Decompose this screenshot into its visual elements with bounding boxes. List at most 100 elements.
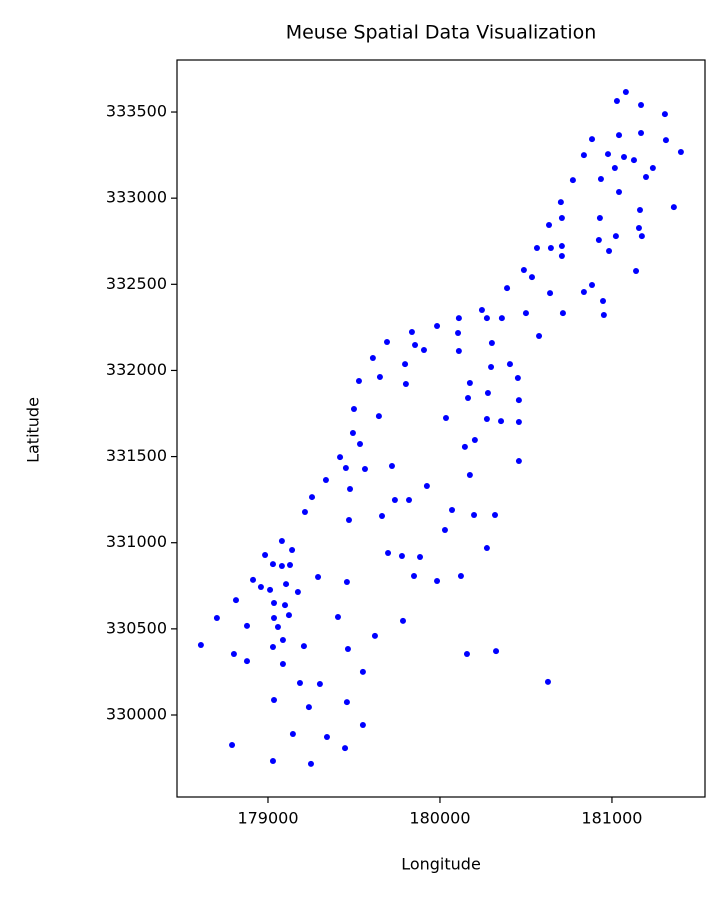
point [355,377,362,384]
point [506,361,513,368]
point [630,157,637,164]
point [243,658,250,665]
point [483,416,490,423]
point [383,339,390,346]
point [307,760,314,767]
point [369,355,376,362]
point [580,289,587,296]
point [559,310,566,317]
point [269,643,276,650]
point [635,224,642,231]
point [296,679,303,686]
point [471,437,478,444]
point [315,574,322,581]
point [455,347,462,354]
point [250,576,257,583]
point [533,244,540,251]
y-axis-label: Latitude [24,397,43,463]
point [649,165,656,172]
point [544,678,551,685]
point [213,615,220,622]
point [279,637,286,644]
point [580,152,587,159]
point [285,612,292,619]
y-tick-label: 333500 [106,102,167,121]
point [589,136,596,143]
point [345,516,352,523]
point [294,588,301,595]
point [483,545,490,552]
point [613,98,620,105]
point [343,578,350,585]
y-tick-label: 332500 [106,274,167,293]
point [536,332,543,339]
point [597,176,604,183]
y-tick-label: 330000 [106,704,167,723]
point [417,554,424,561]
point [257,583,264,590]
point [420,346,427,353]
point [449,506,456,513]
point [230,651,237,658]
point [600,311,607,318]
point [606,248,613,255]
x-tick-label: 179000 [237,809,298,828]
point [305,704,312,711]
point [633,268,640,275]
point [498,418,505,425]
point [558,243,565,250]
point [434,577,441,584]
point [349,429,356,436]
point [484,390,491,397]
point [399,617,406,624]
plot-frame [176,59,706,798]
point [343,699,350,706]
point [492,511,499,518]
point [589,281,596,288]
point [278,562,285,569]
x-axis-label: Longitude [401,855,481,874]
point [504,285,511,292]
point [309,494,316,501]
point [278,537,285,544]
point [522,310,529,317]
point [612,233,619,240]
point [286,561,293,568]
point [643,173,650,180]
point [371,632,378,639]
point [289,546,296,553]
point [463,651,470,658]
point [558,253,565,260]
point [636,207,643,214]
point [455,315,462,322]
point [515,418,522,425]
point [466,380,473,387]
point [274,623,281,630]
point [269,757,276,764]
point [289,730,296,737]
point [515,397,522,404]
point [301,509,308,516]
point [375,413,382,420]
point [410,572,417,579]
point [677,148,684,155]
point [243,622,250,629]
point [528,274,535,281]
point [359,721,366,728]
point [557,199,564,206]
point [638,101,645,108]
point [662,137,669,144]
x-tick-label: 181000 [581,809,642,828]
y-tick-label: 331500 [106,446,167,465]
point [483,315,490,322]
y-tick-label: 330500 [106,618,167,637]
point [388,463,395,470]
point [379,513,386,520]
point [334,613,341,620]
point [398,552,405,559]
point [611,165,618,172]
point [271,615,278,622]
point [344,646,351,653]
